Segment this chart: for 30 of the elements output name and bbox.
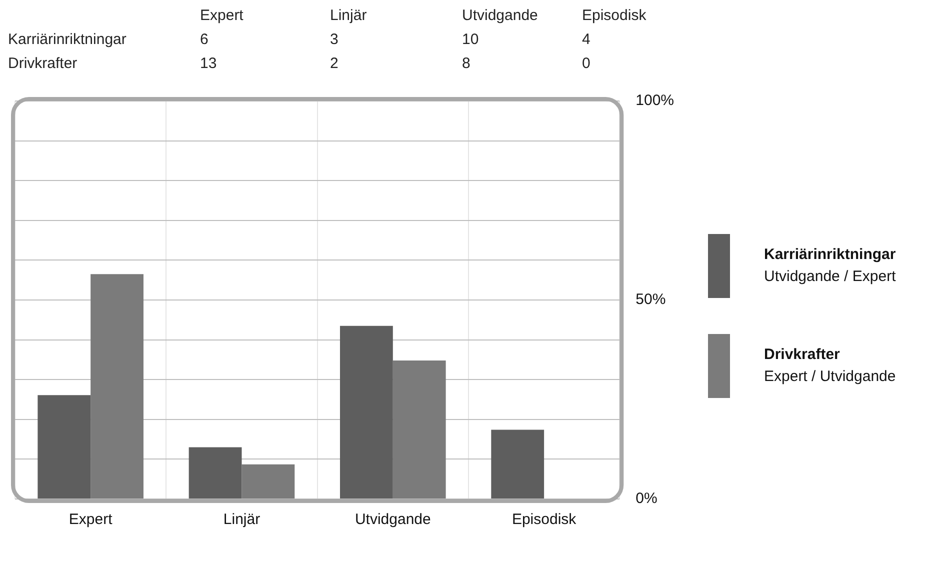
y-tick-label: 50% — [636, 291, 666, 308]
bar — [340, 326, 393, 498]
bar — [242, 464, 295, 498]
x-tick-label: Utvidgande — [462, 6, 539, 26]
bar — [38, 395, 91, 498]
x-tick-label: Episodisk — [512, 511, 577, 528]
bar — [90, 274, 144, 498]
bar — [188, 447, 242, 498]
data-label: 6 — [200, 30, 210, 50]
y-tick-label: 0% — [636, 490, 658, 508]
text: Utvidgande / Expert — [764, 267, 896, 287]
x-tick-label: Linjär — [223, 511, 260, 528]
y-tick-label: 100% — [636, 92, 674, 110]
bar — [491, 430, 544, 498]
data-label: 0 — [582, 54, 592, 74]
data-label: 13 — [200, 54, 218, 74]
x-tick-label: Expert — [68, 511, 114, 528]
data-label: 4 — [582, 30, 592, 50]
data-label: 8 — [462, 54, 472, 74]
x-tick-label: Linjär — [330, 6, 368, 26]
bar — [392, 360, 446, 498]
x-tick-label: Episodisk — [582, 6, 648, 26]
text: Expert / Utvidgande — [764, 367, 896, 387]
text: Karriärinriktningar — [764, 245, 896, 265]
data-label: 2 — [330, 54, 340, 74]
x-tick-label: Expert — [200, 6, 244, 26]
data-label: 10 — [462, 30, 480, 50]
data-label: 3 — [330, 30, 340, 50]
x-tick-label: Utvidgande — [354, 511, 431, 528]
text: Drivkrafter — [764, 345, 841, 365]
